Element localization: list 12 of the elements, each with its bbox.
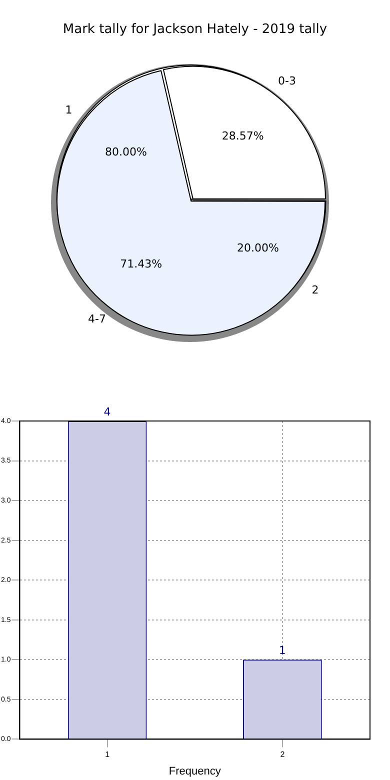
data-label: 71.43% [120, 257, 162, 270]
data-label: 1 [278, 644, 286, 658]
slice-label: 0-3 [278, 74, 296, 88]
slice-label: 2 [312, 283, 319, 296]
slice-label: 4-7 [88, 312, 106, 326]
data-label: 20.00% [237, 241, 279, 254]
slice-label: 1 [65, 104, 72, 117]
data-label: 4 [104, 405, 111, 418]
data-label: 80.00% [104, 146, 147, 159]
data-label: 28.57% [222, 130, 264, 143]
chart-title: Mark tally for Jackson Hately - 2019 tally [62, 22, 328, 37]
x-axis-title: Frequency [168, 765, 222, 778]
